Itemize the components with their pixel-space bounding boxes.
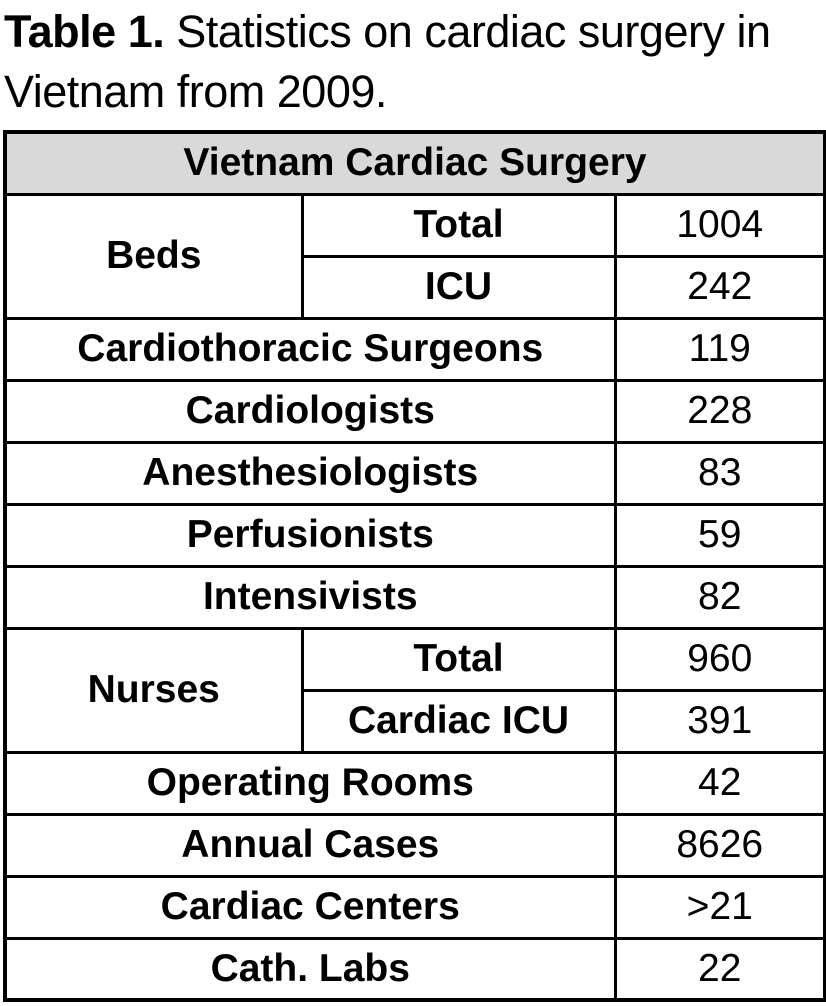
table-row-perfusionists: Perfusionists 59 xyxy=(3,502,826,568)
table-row-annual-cases: Annual Cases 8626 xyxy=(3,812,826,878)
row-value: 83 xyxy=(613,440,826,506)
row-value: 228 xyxy=(613,378,826,444)
table-row-anesthesiologists: Anesthesiologists 83 xyxy=(3,440,826,506)
row-value: 119 xyxy=(613,316,826,382)
row-value: 8626 xyxy=(613,812,826,878)
row-value: 42 xyxy=(613,750,826,816)
table-row-operating-rooms: Operating Rooms 42 xyxy=(3,750,826,816)
subrow-label: Total xyxy=(300,192,617,258)
table-row-nurses-total: Nurses Total 960 xyxy=(3,626,826,754)
subrow-label: Total xyxy=(300,626,617,692)
row-label: Intensivists xyxy=(3,564,617,630)
subrow-value: 1004 xyxy=(613,192,826,258)
subrow-label: ICU xyxy=(300,255,617,320)
table-row-nurses-cardiac-icu: Cardiac ICU 391 xyxy=(5,689,826,754)
row-label: Cardiothoracic Surgeons xyxy=(3,316,617,382)
row-value: 59 xyxy=(613,502,826,568)
subrow-value: 960 xyxy=(613,626,826,692)
table-row-beds-icu: ICU 242 xyxy=(5,255,826,320)
table-header-row: Vietnam Cardiac Surgery xyxy=(3,130,826,196)
table-header: Vietnam Cardiac Surgery xyxy=(3,130,826,196)
table-row-cardiac-centers: Cardiac Centers >21 xyxy=(3,874,826,940)
row-value: 22 xyxy=(613,936,826,1002)
table-row-cath-labs: Cath. Labs 22 xyxy=(3,936,826,1002)
row-group-label: Beds xyxy=(3,192,304,320)
row-label: Cardiac Centers xyxy=(3,874,617,940)
caption-label: Table 1. xyxy=(4,6,165,57)
row-label: Operating Rooms xyxy=(3,750,617,816)
table-row-cardiothoracic-surgeons: Cardiothoracic Surgeons 119 xyxy=(3,316,826,382)
row-value: 82 xyxy=(613,564,826,630)
subrow-value: 242 xyxy=(613,255,826,320)
row-label: Cardiologists xyxy=(3,378,617,444)
row-label: Anesthesiologists xyxy=(3,440,617,506)
table-row-intensivists: Intensivists 82 xyxy=(3,564,826,630)
caption-text: Statistics on cardiac surgery in Vietnam… xyxy=(4,6,771,117)
row-label: Annual Cases xyxy=(3,812,617,878)
subrow-value: 391 xyxy=(613,689,826,754)
row-value: >21 xyxy=(613,874,826,940)
table-row-beds-total: Beds Total 1004 xyxy=(3,192,826,320)
subrow-label: Cardiac ICU xyxy=(300,689,617,754)
row-group-label: Nurses xyxy=(3,626,304,754)
row-label: Perfusionists xyxy=(3,502,617,568)
table-caption: Table 1. Statistics on cardiac surgery i… xyxy=(0,0,826,122)
row-label: Cath. Labs xyxy=(3,936,617,1002)
table-row-cardiologists: Cardiologists 228 xyxy=(3,378,826,444)
cardiac-surgery-stats-table: Vietnam Cardiac Surgery Beds Total 1004 … xyxy=(3,130,826,1002)
